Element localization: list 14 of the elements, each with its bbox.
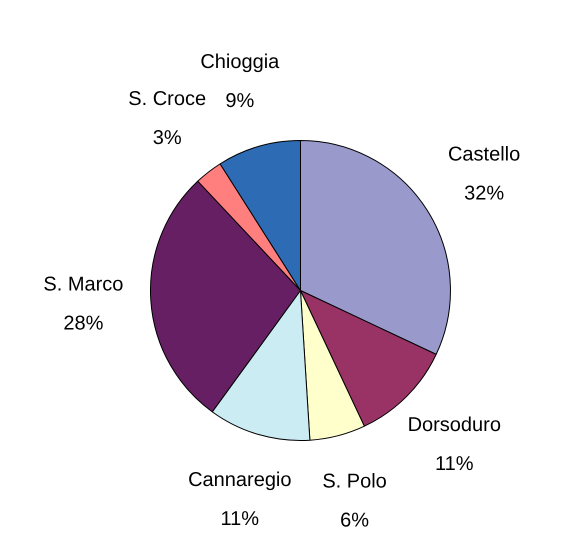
- data-label: 11%: [220, 508, 260, 530]
- slice-label: Castello: [448, 143, 520, 166]
- slice-label: Chioggia: [200, 51, 280, 74]
- slice-label: Dorsoduro: [408, 414, 501, 436]
- slice-label: S. Polo: [322, 470, 387, 493]
- data-label: 28%: [63, 312, 104, 335]
- data-label: 3%: [152, 127, 182, 150]
- slice-label: S. Marco: [43, 274, 124, 296]
- data-label: 11%: [434, 452, 474, 475]
- slice-label: S. Croce: [128, 88, 206, 110]
- slice-label: Cannaregio: [188, 468, 292, 491]
- data-label: 9%: [225, 90, 254, 112]
- data-label: 32%: [464, 182, 504, 204]
- data-label: 6%: [340, 510, 370, 532]
